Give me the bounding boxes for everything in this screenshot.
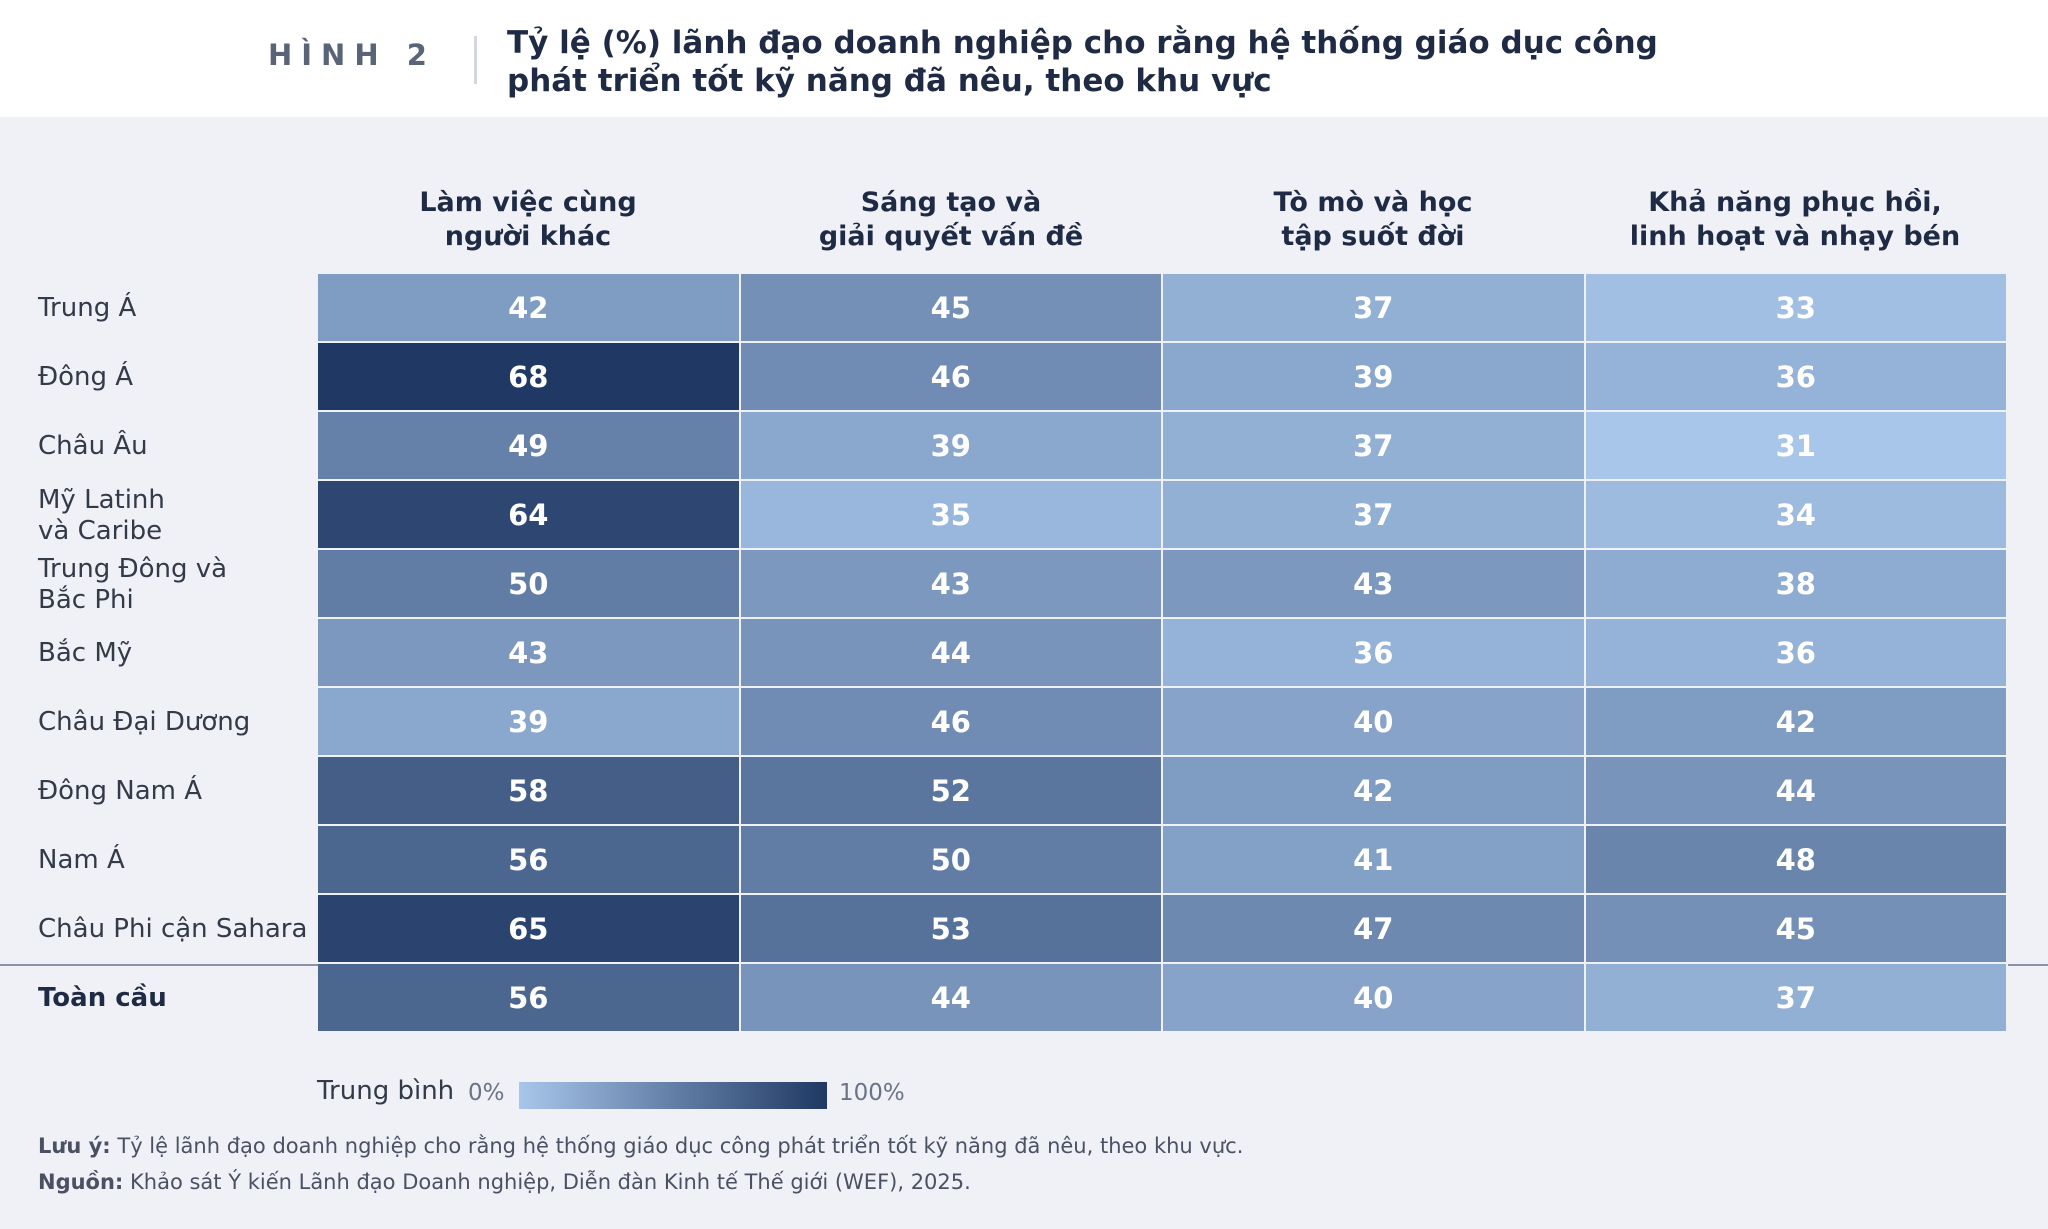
row-label: Trung Á xyxy=(38,274,318,343)
heatmap-cell: 40 xyxy=(1163,688,1586,757)
row-label-line1: Đông Nam Á xyxy=(38,776,203,806)
row-label-line1: Bắc Mỹ xyxy=(38,638,133,668)
figure-header: HÌNH 2 Tỷ lệ (%) lãnh đạo doanh nghiệp c… xyxy=(0,0,2048,117)
row-label: Nam Á xyxy=(38,826,318,895)
row-label-line1: Nam Á xyxy=(38,845,125,875)
heatmap-cell: 46 xyxy=(740,688,1163,757)
column-header: Sáng tạo và giải quyết vấn đề xyxy=(741,186,1161,254)
heatmap-cell: 34 xyxy=(1585,481,2008,550)
heatmap-cell: 37 xyxy=(1163,412,1586,481)
row-label-line1: Trung Á xyxy=(38,293,137,323)
heatmap-cell: 47 xyxy=(1163,895,1586,964)
row-label-line2: Bắc Phi xyxy=(38,584,134,615)
heatmap-cell: 42 xyxy=(1163,757,1586,826)
heatmap-cell: 49 xyxy=(318,412,741,481)
heatmap-cell: 43 xyxy=(1163,550,1586,619)
source-text: Khảo sát Ý kiến Lãnh đạo Doanh nghiệp, D… xyxy=(123,1170,971,1194)
footnote-source: Nguồn: Khảo sát Ý kiến Lãnh đạo Doanh ng… xyxy=(38,1170,971,1194)
heatmap-cell: 41 xyxy=(1163,826,1586,895)
heatmap-cell: 37 xyxy=(1163,481,1586,550)
heatmap-cell: 36 xyxy=(1585,343,2008,412)
heatmap-cell: 45 xyxy=(740,274,1163,343)
heatmap-cell: 43 xyxy=(740,550,1163,619)
heatmap-cell: 44 xyxy=(1585,757,2008,826)
legend-title: Trung bình xyxy=(317,1076,455,1106)
header-divider xyxy=(474,36,477,84)
heatmap-cell: 58 xyxy=(318,757,741,826)
footnote-note: Lưu ý: Tỷ lệ lãnh đạo doanh nghiệp cho r… xyxy=(38,1134,1243,1158)
row-label-line1: Trung Đông và xyxy=(38,553,228,584)
heatmap-cell: 65 xyxy=(318,895,741,964)
column-header: Tò mò và học tập suốt đời xyxy=(1163,186,1583,254)
column-header-line1: Tò mò và học xyxy=(1273,187,1473,218)
legend-max-label: 100% xyxy=(839,1080,905,1106)
heatmap-cell: 43 xyxy=(318,619,741,688)
heatmap-cell: 64 xyxy=(318,481,741,550)
total-cell: 40 xyxy=(1163,964,1586,1033)
row-label-line1: Đông Á xyxy=(38,362,134,392)
column-header-line1: Làm việc cùng xyxy=(419,187,637,218)
total-cell: 56 xyxy=(318,964,741,1033)
heatmap-cell: 39 xyxy=(318,688,741,757)
heatmap-cell: 53 xyxy=(740,895,1163,964)
row-label-line1: Châu Phi cận Sahara xyxy=(38,914,308,944)
heatmap-cell: 56 xyxy=(318,826,741,895)
figure-label: HÌNH 2 xyxy=(268,38,436,72)
row-label: Trung Đông và Bắc Phi xyxy=(38,550,318,619)
legend-gradient-bar xyxy=(519,1082,827,1109)
total-row-label-text: Toàn cầu xyxy=(38,983,167,1013)
heatmap-cell: 36 xyxy=(1163,619,1586,688)
heatmap-cell: 38 xyxy=(1585,550,2008,619)
heatmap-cell: 45 xyxy=(1585,895,2008,964)
heatmap-cell: 36 xyxy=(1585,619,2008,688)
heatmap-cell: 46 xyxy=(740,343,1163,412)
row-label: Châu Âu xyxy=(38,412,318,481)
heatmap-cell: 52 xyxy=(740,757,1163,826)
figure-title-line2: phát triển tốt kỹ năng đã nêu, theo khu … xyxy=(507,63,1272,99)
note-text: Tỷ lệ lãnh đạo doanh nghiệp cho rằng hệ … xyxy=(110,1134,1244,1158)
column-header-line2: tập suốt đời xyxy=(1281,221,1465,252)
row-label: Bắc Mỹ xyxy=(38,619,318,688)
heatmap-cell: 68 xyxy=(318,343,741,412)
total-row-label: Toàn cầu xyxy=(38,964,318,1033)
heatmap-cell: 48 xyxy=(1585,826,2008,895)
total-cell: 44 xyxy=(740,964,1163,1033)
row-label-line1: Châu Âu xyxy=(38,431,148,461)
row-label: Châu Đại Dương xyxy=(38,688,318,757)
heatmap-cell: 42 xyxy=(318,274,741,343)
heatmap-cell: 37 xyxy=(1163,274,1586,343)
heatmap-cell: 35 xyxy=(740,481,1163,550)
heatmap-cell: 33 xyxy=(1585,274,2008,343)
row-label: Đông Nam Á xyxy=(38,757,318,826)
heatmap-cell: 42 xyxy=(1585,688,2008,757)
heatmap-cell: 50 xyxy=(740,826,1163,895)
heatmap-cell: 39 xyxy=(740,412,1163,481)
column-header: Khả năng phục hồi, linh hoạt và nhạy bén xyxy=(1585,186,2005,254)
note-label: Lưu ý: xyxy=(38,1134,111,1158)
heatmap-cell: 31 xyxy=(1585,412,2008,481)
row-label-line1: Châu Đại Dương xyxy=(38,707,251,737)
total-cell: 37 xyxy=(1585,964,2008,1033)
figure-title-line1: Tỷ lệ (%) lãnh đạo doanh nghiệp cho rằng… xyxy=(507,25,1658,61)
row-label-line1: Mỹ Latinh xyxy=(38,484,165,515)
heatmap-cell: 44 xyxy=(740,619,1163,688)
legend-min-label: 0% xyxy=(468,1080,505,1106)
column-header-line2: người khác xyxy=(444,221,612,252)
row-label: Mỹ Latinh và Caribe xyxy=(38,481,318,550)
source-label: Nguồn: xyxy=(38,1170,124,1194)
figure-title: Tỷ lệ (%) lãnh đạo doanh nghiệp cho rằng… xyxy=(507,24,1807,100)
row-label: Đông Á xyxy=(38,343,318,412)
heatmap-cell: 39 xyxy=(1163,343,1586,412)
column-header-line2: linh hoạt và nhạy bén xyxy=(1629,221,1961,252)
row-label: Châu Phi cận Sahara xyxy=(38,895,318,964)
heatmap-cell: 50 xyxy=(318,550,741,619)
column-header: Làm việc cùng người khác xyxy=(318,186,738,254)
column-header-line1: Khả năng phục hồi, xyxy=(1648,187,1942,218)
column-header-line1: Sáng tạo và xyxy=(860,187,1042,218)
row-label-line2: và Caribe xyxy=(38,515,163,546)
column-header-line2: giải quyết vấn đề xyxy=(818,221,1084,252)
